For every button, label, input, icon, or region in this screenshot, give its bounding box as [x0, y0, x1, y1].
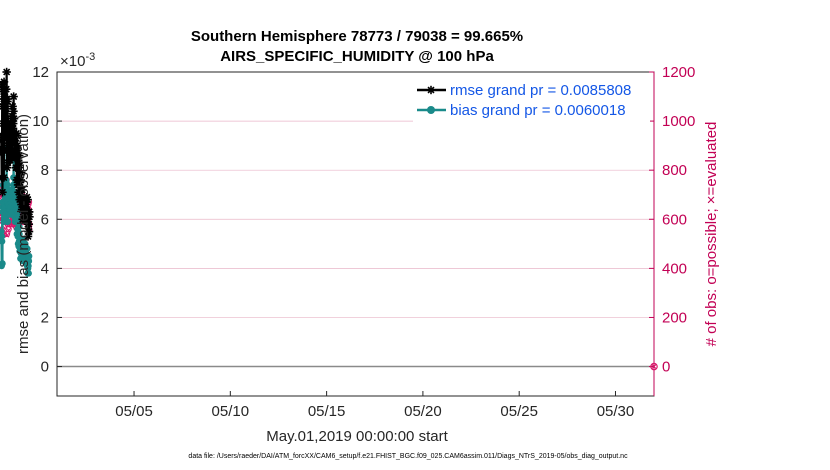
chart-title-line2: AIRS_SPECIFIC_HUMIDITY @ 100 hPa: [220, 48, 494, 65]
rmse-point: [13, 143, 22, 153]
x-tick-label-3: 05/20: [404, 403, 442, 420]
y-right-tick-label-1: 200: [662, 309, 687, 326]
bias-point: [3, 181, 11, 189]
bias-point: [25, 257, 33, 265]
rmse-point: [13, 131, 22, 141]
bias-point: [23, 245, 31, 253]
rmse-point: [15, 151, 24, 160]
rmse-point: [9, 114, 19, 123]
bias-point: [0, 233, 6, 240]
obs-evaluated-point: [6, 227, 12, 233]
rmse-point: [24, 227, 34, 236]
bias-point: [13, 203, 21, 211]
rmse-point: [9, 92, 18, 101]
rmse-point: [23, 195, 32, 204]
y-right-tick-label-5: 1000: [662, 113, 695, 130]
rmse-point: [24, 219, 34, 229]
x-axis-label: May.01,2019 00:00:00 start: [266, 428, 448, 445]
legend-item-bias: bias grand pr = 0.0060018: [417, 102, 626, 119]
rmse-point: [17, 168, 26, 177]
legend-item-rmse: rmse grand pr = 0.0085808: [417, 82, 631, 99]
rmse-point: [16, 175, 26, 185]
bias-point: [15, 223, 23, 230]
rmse-point: [18, 185, 27, 195]
bias-point: [14, 208, 21, 216]
rmse-series: [0, 67, 34, 241]
x-axis-ticks: 05/05 05/10 05/15 05/20 05/25 05/30: [115, 391, 634, 420]
y-right-tick-label-2: 400: [662, 260, 687, 277]
bias-point: [4, 218, 12, 226]
legend-circle-icon: [427, 106, 435, 114]
y-right-tick-label-6: 1200: [662, 64, 695, 81]
bias-series: [0, 144, 33, 277]
rmse-point: [2, 84, 11, 94]
bias-point: [0, 238, 6, 245]
rmse-point: [15, 161, 25, 170]
x-tick-label-4: 05/25: [500, 403, 538, 420]
rmse-point: [9, 107, 18, 116]
y-left-tick-label-6: 12: [32, 64, 49, 81]
bias-point: [0, 260, 6, 267]
y-right-tick-label-0: 0: [662, 359, 670, 376]
rmse-point: [25, 212, 34, 222]
y-right-tick-label-4: 800: [662, 162, 687, 179]
x-tick-label-5: 05/30: [597, 403, 635, 420]
legend-star-mark: [426, 85, 436, 95]
x-tick-label-0: 05/05: [115, 403, 153, 420]
y-exponent-label: ×10-3: [60, 51, 95, 70]
y-axis-right-ticks: 0 200 400 600 800 1000 1200: [649, 64, 695, 396]
legend-star-icon: [426, 85, 436, 95]
y-axis-right-label: # of obs: o=possible; ×=evaluated: [703, 122, 720, 347]
obs-evaluated-end-point: [651, 363, 657, 370]
x-tick-label-2: 05/15: [308, 403, 346, 420]
rmse-point: [0, 188, 7, 197]
y-left-tick-label-3: 6: [41, 211, 49, 228]
obs-possible-end-point: [650, 362, 658, 371]
legend-bias-label: bias grand pr = 0.0060018: [450, 102, 626, 119]
bias-point: [25, 269, 32, 277]
y-axis-left-label: rmse and bias (model - observation): [15, 114, 32, 354]
obs-evaluated-point: [4, 232, 10, 238]
y-left-tick-label-0: 0: [41, 359, 49, 376]
rmse-point: [0, 77, 9, 87]
rmse-point: [3, 97, 12, 106]
y-left-tick-label-5: 10: [32, 113, 49, 130]
footer-data-file: data file: /Users/raeder/DAI/ATM_forcXX/…: [188, 453, 628, 460]
bias-point: [25, 252, 33, 260]
legend-box: [413, 76, 650, 122]
rmse-point: [2, 67, 11, 77]
y-left-tick-label-4: 8: [41, 162, 49, 179]
chart-title-line1: Southern Hemisphere 78773 / 79038 = 99.6…: [191, 28, 523, 45]
bias-point: [25, 262, 32, 270]
legend-rmse-label: rmse grand pr = 0.0085808: [450, 82, 631, 99]
y-right-tick-label-3: 600: [662, 211, 687, 228]
y-left-tick-label-2: 4: [41, 260, 49, 277]
y-left-tick-label-1: 2: [41, 309, 49, 326]
rmse-point: [0, 173, 9, 182]
obs-count-markers: [0, 176, 658, 371]
x-tick-label-1: 05/10: [212, 403, 250, 420]
y-axis-left-ticks: 0 2 4 6 8 10 12: [32, 64, 62, 376]
